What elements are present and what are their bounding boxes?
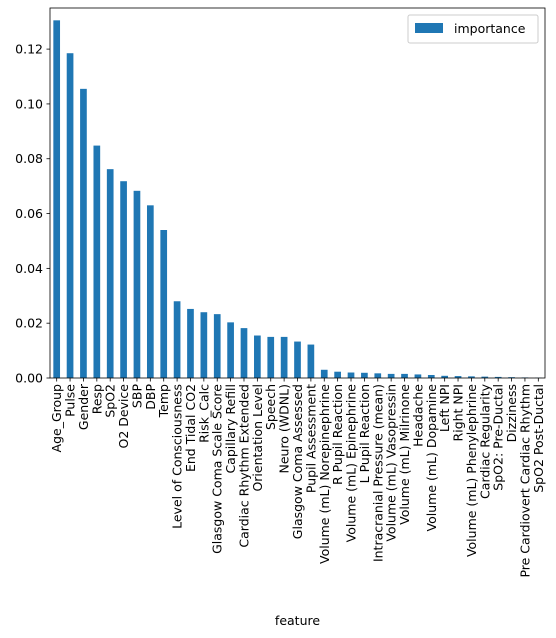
x-tick-label: Intracranial Pressure (mean)	[370, 384, 385, 562]
x-tick-label: Volume (mL) Norepinephrine	[317, 384, 332, 564]
bar	[187, 308, 194, 378]
bar	[146, 205, 154, 378]
legend-label: importance	[454, 21, 526, 36]
x-tick-label: L Pupil Reaction	[357, 384, 372, 483]
y-tick-label: 0.12	[15, 42, 43, 57]
x-tick-label: Volume (mL) Epinephrine	[344, 384, 359, 543]
bar	[494, 376, 502, 378]
bar	[213, 314, 221, 378]
x-tick-label: DBP	[143, 384, 158, 410]
y-tick-label: 0.10	[15, 96, 43, 111]
bars-group	[53, 20, 542, 379]
x-tick-label: Neuro (WDNL)	[277, 384, 292, 474]
x-tick-label: Volume (mL) Milrinone	[397, 384, 412, 525]
x-tick-label: Volume (mL) Vasopressin	[384, 384, 399, 542]
x-tick-label: End Tidal CO2	[183, 384, 198, 472]
legend: importance	[407, 14, 539, 44]
y-tick-label: 0.02	[15, 316, 43, 331]
x-tick-label: SpO2: Pre-Ductal	[491, 384, 506, 491]
bar	[160, 230, 168, 378]
bar	[240, 328, 248, 378]
x-tick-label: Right NPI	[451, 384, 466, 441]
bar	[401, 373, 408, 378]
x-tick-label: Pre Cardiovert Cardiac Rhythm	[517, 384, 532, 578]
bar	[267, 336, 275, 378]
bar	[508, 377, 515, 378]
x-tick-label: Orientation Level	[250, 384, 265, 492]
x-tick-label: Glasgow Coma Scale Score	[210, 384, 225, 554]
x-tick-label: Left NPI	[437, 384, 452, 432]
x-tick-label: Pulse	[63, 384, 78, 417]
bar	[200, 312, 208, 378]
bar	[414, 374, 422, 378]
bar	[468, 376, 475, 378]
bar	[347, 372, 355, 378]
x-tick-label: R Pupil Reaction	[330, 384, 345, 485]
y-tick-label: 0.06	[15, 206, 43, 221]
x-tick-label: Resp	[89, 384, 104, 414]
bar	[227, 322, 234, 378]
legend-box	[407, 14, 539, 44]
bar	[173, 301, 181, 378]
bar	[361, 372, 368, 378]
bar	[481, 376, 489, 378]
bar	[334, 371, 341, 378]
x-tick-label: Volume (mL) Dopamine	[424, 384, 439, 532]
x-tick-label: Age_Group	[49, 384, 64, 453]
x-tick-label: Volume (mL) Phenylephrine	[464, 384, 479, 557]
x-tick-label: Pupil Assessment	[303, 384, 318, 493]
bar	[133, 190, 141, 378]
bar	[254, 335, 261, 378]
x-tick-label: SpO2	[103, 384, 118, 418]
bar	[374, 373, 382, 378]
bar	[320, 369, 328, 378]
x-tick-label: Glasgow Coma Assessed	[290, 384, 305, 539]
x-tick-label: Dizziness	[504, 384, 519, 442]
x-tick-label: SpO2 Post-Ductal	[531, 384, 546, 493]
bar	[280, 336, 288, 378]
bar	[441, 375, 449, 378]
bar	[294, 341, 301, 378]
x-tick-label: SBP	[129, 384, 144, 409]
x-tick-label: Headache	[410, 384, 425, 447]
y-axis: 0.00 0.02 0.04 0.06 0.08 0.10 0.12	[15, 42, 50, 386]
y-tick-label: 0.04	[15, 261, 43, 276]
x-tick-label: Temp	[156, 384, 171, 418]
plot-frame	[49, 7, 546, 379]
bar	[307, 344, 315, 378]
x-tick-label: Cardiac Rhythm Extended	[236, 384, 251, 548]
bar	[80, 88, 87, 378]
bar	[93, 145, 101, 378]
bar	[427, 374, 435, 378]
legend-swatch	[415, 23, 443, 33]
y-tick-label: 0.00	[15, 371, 43, 386]
x-tick-label: Level of Consciousness	[170, 384, 185, 529]
bar	[120, 181, 127, 378]
bar	[66, 53, 74, 378]
x-tick-label: O2 Device	[116, 384, 131, 449]
x-tick-label: Speech	[263, 384, 278, 430]
x-tick-label: Cardiac Regularity	[477, 383, 492, 499]
bar	[53, 20, 61, 379]
x-axis-title: feature	[275, 613, 320, 628]
x-tick-label: Risk_Calc	[196, 384, 211, 443]
x-tick-label: Capillary Refill	[223, 384, 238, 474]
bar	[454, 376, 462, 378]
bar	[387, 373, 395, 378]
x-tick-label: Gender	[76, 383, 91, 430]
y-tick-label: 0.08	[15, 151, 43, 166]
bar	[106, 169, 114, 378]
